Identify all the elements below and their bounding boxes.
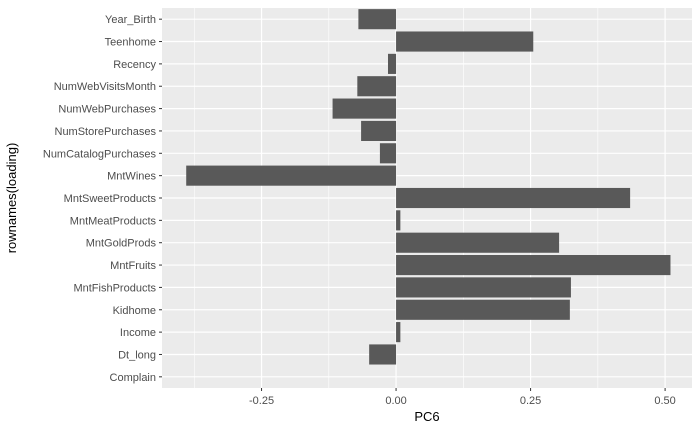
bar-MntFruits bbox=[396, 255, 671, 276]
x-tick-label: -0.25 bbox=[249, 395, 274, 407]
y-tick-label: Kidhome bbox=[113, 305, 156, 317]
bar-NumCatalogPurchases bbox=[379, 143, 397, 164]
bar-Recency bbox=[387, 53, 397, 74]
y-tick-label: Recency bbox=[113, 59, 156, 71]
y-tick-label: NumCatalogPurchases bbox=[43, 148, 157, 160]
y-axis: Year_Birth Teenhome Recency NumWebVisitsMon… bbox=[43, 14, 162, 384]
x-axis: -0.25 0.00 0.25 0.50 bbox=[249, 388, 676, 407]
bar-Year_Birth bbox=[358, 9, 397, 30]
y-tick-label: Teenhome bbox=[105, 37, 156, 49]
x-tick-label: 0.25 bbox=[520, 395, 541, 407]
y-tick-label: MntGoldProds bbox=[86, 238, 157, 250]
bar-NumWebPurchases bbox=[332, 98, 397, 119]
y-tick-label: MntFruits bbox=[110, 260, 156, 272]
y-tick-label: MntWines bbox=[107, 171, 156, 183]
bars bbox=[186, 9, 671, 365]
y-tick-label: MntSweetProducts bbox=[64, 193, 157, 205]
x-axis-title: PC6 bbox=[414, 409, 439, 424]
y-tick-label: NumStorePurchases bbox=[55, 126, 157, 138]
bar-NumStorePurchases bbox=[361, 120, 397, 141]
y-tick-label: NumWebPurchases bbox=[58, 104, 156, 116]
bar-NumWebVisitsMonth bbox=[357, 76, 397, 97]
y-tick-label: NumWebVisitsMonth bbox=[54, 81, 156, 93]
y-tick-label: Year_Birth bbox=[105, 14, 156, 26]
y-tick-label: MntFishProducts bbox=[73, 282, 156, 294]
bar-MntMeatProducts bbox=[396, 210, 401, 231]
y-axis-title: rownames(loading) bbox=[4, 143, 19, 254]
bar-MntFishProducts bbox=[396, 277, 571, 298]
bar-Dt_long bbox=[369, 344, 397, 365]
y-tick-label: Complain bbox=[110, 372, 156, 384]
bar-MntWines bbox=[186, 165, 397, 186]
bar-Income bbox=[396, 322, 401, 343]
y-tick-label: Income bbox=[120, 327, 156, 339]
bar-Teenhome bbox=[396, 31, 534, 52]
bar-MntGoldProds bbox=[396, 232, 560, 253]
bar-Kidhome bbox=[396, 299, 570, 320]
bar-MntSweetProducts bbox=[396, 187, 631, 209]
y-tick-label: Dt_long bbox=[118, 349, 156, 361]
x-tick-label: 0.00 bbox=[385, 395, 406, 407]
x-tick-label: 0.50 bbox=[654, 395, 675, 407]
y-tick-label: MntMeatProducts bbox=[70, 215, 157, 227]
